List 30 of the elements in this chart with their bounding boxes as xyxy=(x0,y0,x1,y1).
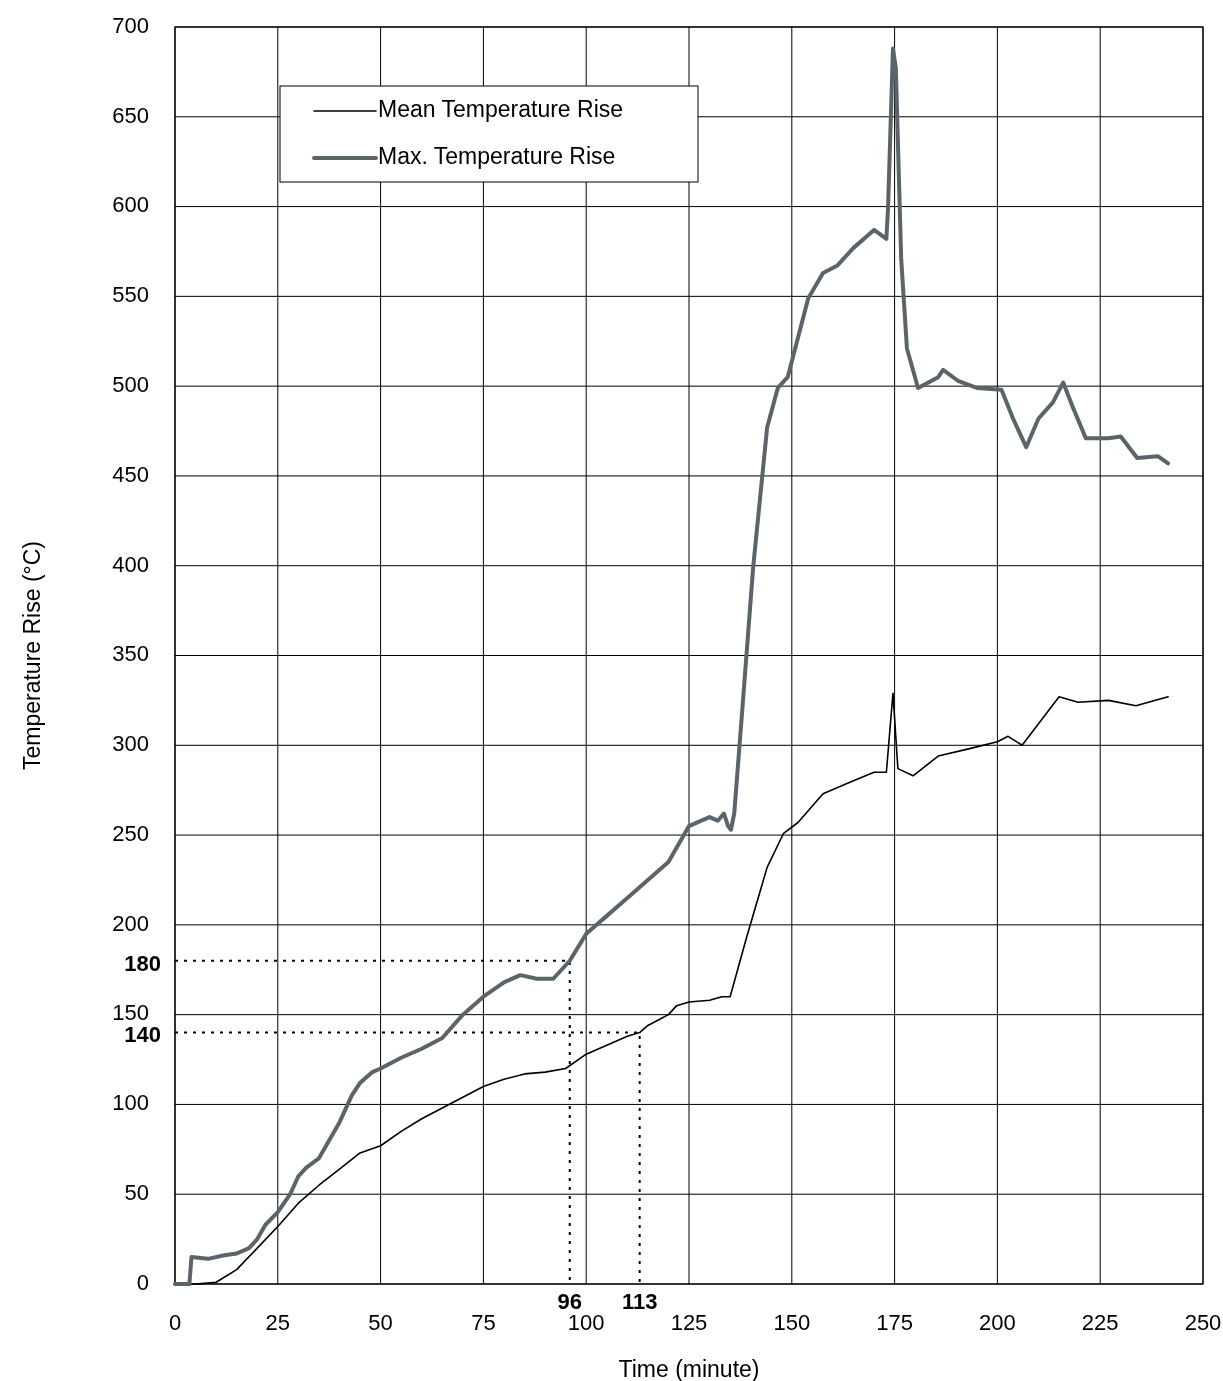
x-tick-label: 50 xyxy=(368,1310,393,1335)
x-tick-label: 125 xyxy=(670,1310,708,1335)
y-tick-label: 200 xyxy=(112,910,149,936)
x-tick-label: 150 xyxy=(773,1310,811,1335)
y-tick-label: 0 xyxy=(136,1269,149,1295)
annotation: 113 xyxy=(621,1289,658,1314)
x-tick-label: 0 xyxy=(168,1310,182,1335)
y-tick-label: 300 xyxy=(112,731,149,757)
legend-label: Max. Temperature Rise xyxy=(378,143,616,170)
x-tick-label: 175 xyxy=(876,1310,913,1335)
y-tick-label: 600 xyxy=(112,192,149,218)
y-tick-label: 180 xyxy=(124,950,161,976)
y-tick-label: 700 xyxy=(112,12,149,38)
y-tick-label: 650 xyxy=(112,102,149,128)
y-tick-label: 400 xyxy=(112,551,149,577)
y-tick-label: 50 xyxy=(124,1180,149,1206)
y-tick-label: 500 xyxy=(112,371,149,397)
x-tick-label: 25 xyxy=(265,1310,291,1335)
x-axis-title: Time (minute) xyxy=(618,1356,760,1381)
x-tick-label: 200 xyxy=(979,1310,1016,1335)
y-tick-label: 550 xyxy=(112,282,149,308)
x-tick-label: 225 xyxy=(1081,1310,1119,1335)
y-tick-label: 350 xyxy=(112,641,149,667)
x-tick-label: 75 xyxy=(471,1310,496,1335)
x-tick-label: 250 xyxy=(1184,1310,1222,1335)
y-tick-label: 250 xyxy=(112,820,149,846)
y-axis-title: Temperature Rise (°C) xyxy=(19,540,45,771)
y-tick-label: 100 xyxy=(112,1090,149,1116)
legend-label: Mean Temperature Rise xyxy=(378,96,624,123)
y-tick-label: 450 xyxy=(112,461,149,487)
